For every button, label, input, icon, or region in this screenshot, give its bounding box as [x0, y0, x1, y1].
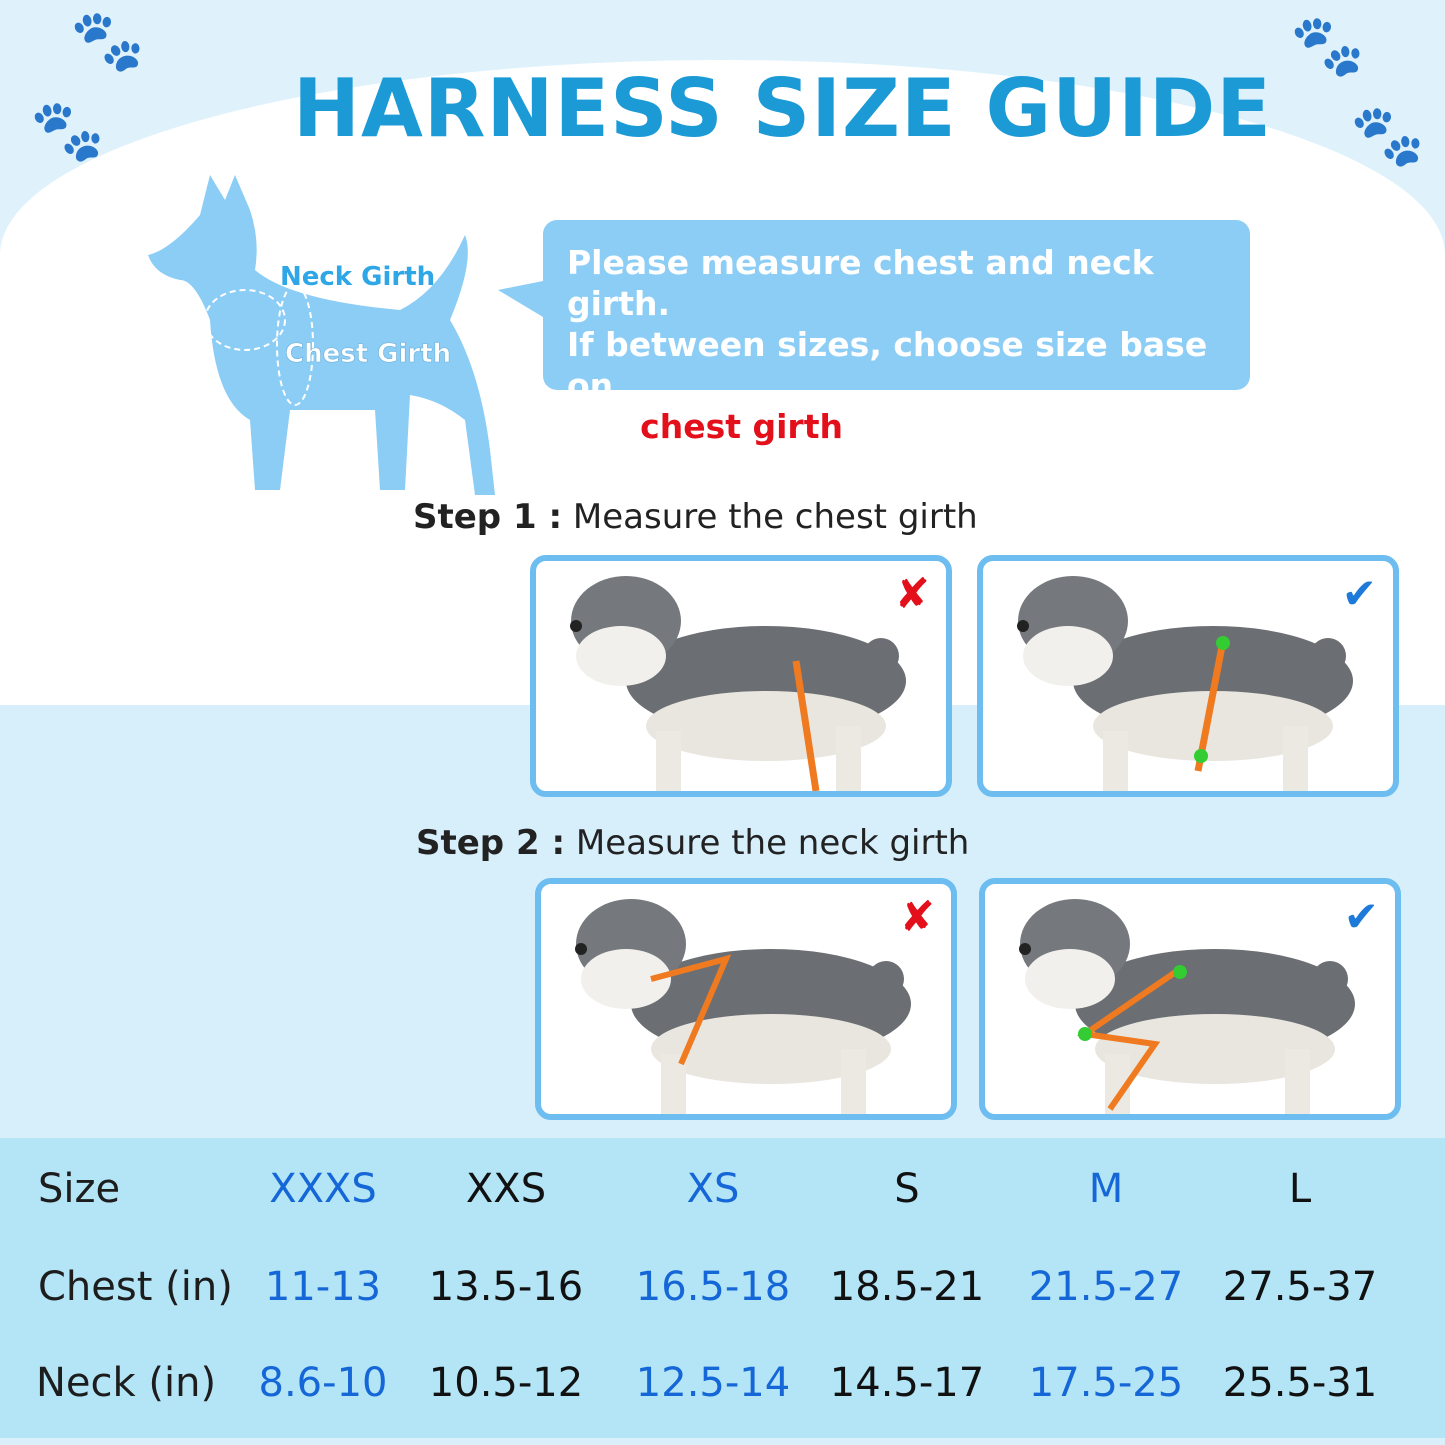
size-header: XXS: [465, 1166, 547, 1212]
step-label: Step 1 :: [413, 497, 563, 537]
size-header: XS: [686, 1166, 740, 1212]
dog-silhouette-diagram: Neck Girth Chest Girth: [148, 175, 495, 495]
chest-value: 21.5-27: [1028, 1264, 1184, 1310]
paw-icon: 🐾: [30, 96, 105, 166]
neck-value: 12.5-14: [635, 1360, 791, 1406]
paw-icon: 🐾: [1350, 101, 1425, 171]
chest-value: 13.5-16: [428, 1264, 584, 1310]
chest-value: 18.5-21: [829, 1264, 985, 1310]
neck-value: 8.6-10: [258, 1360, 388, 1406]
schnauzer-dog-image: [1019, 899, 1355, 1114]
step-2-incorrect-photo: ✘: [535, 878, 957, 1120]
instruction-line: the chest girth.: [567, 406, 1226, 447]
chest-girth-highlight: chest girth: [640, 407, 843, 446]
neck-value: 14.5-17: [829, 1360, 985, 1406]
row-label-size: Size: [38, 1166, 121, 1212]
text: the: [567, 407, 641, 446]
row-label-chest: Chest (in): [38, 1264, 233, 1310]
schnauzer-dog-image: [575, 899, 911, 1114]
step-1-correct-photo: ✔: [977, 555, 1399, 797]
paw-icon: 🐾: [70, 6, 145, 76]
blue-check-icon: ✔: [1343, 892, 1379, 941]
step-1-heading: Step 1 : Measure the chest girth: [413, 497, 978, 537]
paw-icon: 🐾: [1290, 11, 1365, 81]
step-2-correct-photo: ✔: [979, 878, 1401, 1120]
instruction-line: If between sizes, choose size base on: [567, 325, 1208, 405]
step-2-heading: Step 2 : Measure the neck girth: [416, 823, 969, 863]
chest-value: 27.5-37: [1222, 1264, 1378, 1310]
neck-value: 10.5-12: [428, 1360, 584, 1406]
neck-value: 25.5-31: [1222, 1360, 1378, 1406]
red-x-icon: ✘: [899, 892, 935, 941]
text: .: [842, 407, 856, 446]
row-label-neck: Neck (in): [36, 1360, 217, 1406]
size-header: M: [1088, 1166, 1124, 1212]
instruction-line: Please measure chest and neck girth.: [567, 243, 1154, 323]
neck-girth-label: Neck Girth: [280, 262, 435, 292]
red-x-icon: ✘: [894, 569, 930, 618]
schnauzer-dog-image: [1017, 576, 1353, 791]
step-text: Measure the neck girth: [575, 823, 970, 863]
page-title: HARNESS SIZE GUIDE: [293, 62, 1272, 155]
neck-value: 17.5-25: [1028, 1360, 1184, 1406]
step-text: Measure the chest girth: [572, 497, 978, 537]
schnauzer-dog-image: [570, 576, 906, 791]
step-1-incorrect-photo: ✘: [530, 555, 952, 797]
size-header: L: [1288, 1166, 1312, 1212]
size-table: Size Chest (in) Neck (in) XXXS XXS XS S M L 11…: [0, 1138, 1445, 1438]
chest-value: 11-13: [264, 1264, 382, 1310]
size-header: S: [894, 1166, 920, 1212]
step-label: Step 2 :: [416, 823, 566, 863]
instruction-bubble: Please measure chest and neck girth. If …: [498, 220, 1250, 446]
size-header: XXXS: [269, 1166, 377, 1212]
chest-girth-label: Chest Girth: [285, 339, 451, 369]
blue-check-icon: ✔: [1341, 569, 1377, 618]
chest-value: 16.5-18: [635, 1264, 791, 1310]
